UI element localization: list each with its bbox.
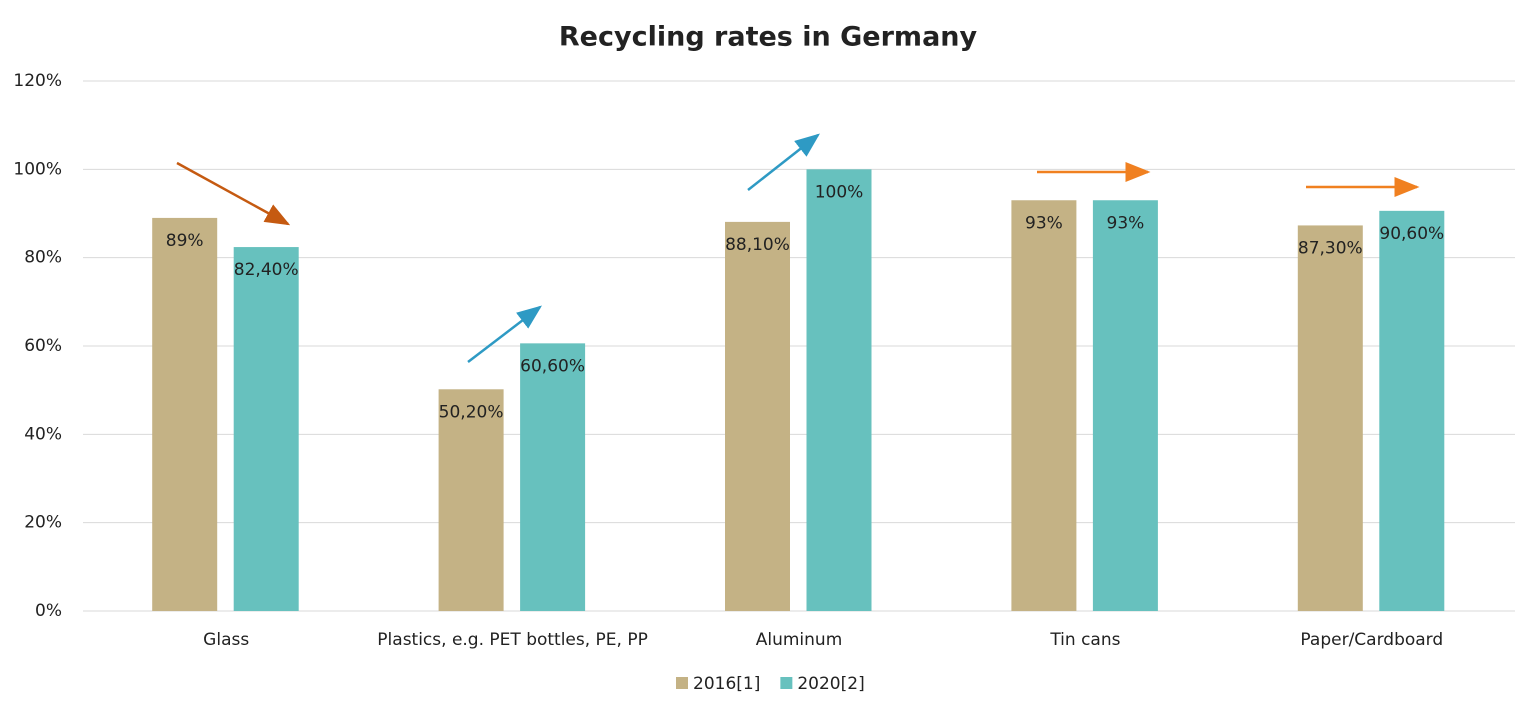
x-tick-label: Paper/Cardboard xyxy=(1300,630,1443,650)
legend-label: 2016[1] xyxy=(693,674,760,694)
y-tick-label: 40% xyxy=(24,424,62,444)
bar xyxy=(1297,225,1363,612)
bar xyxy=(1092,200,1158,611)
plot-area: 0% 20% 40% 60% 80% 100% 120% Glass 89% 82,40% Plas… xyxy=(13,71,1515,650)
x-tick-label: Tin cans xyxy=(1049,630,1120,650)
bar xyxy=(806,169,872,612)
value-label: 60,60% xyxy=(520,356,585,376)
value-label: 89% xyxy=(166,231,204,251)
bar xyxy=(725,221,790,611)
y-tick-label: 120% xyxy=(13,71,62,91)
y-tick-label: 0% xyxy=(35,601,62,621)
x-tick-label: Aluminum xyxy=(756,630,843,650)
legend-swatch xyxy=(676,677,688,689)
y-tick-label: 20% xyxy=(24,513,62,533)
legend-swatch xyxy=(780,677,793,689)
legend-label: 2020[2] xyxy=(797,674,864,694)
x-tick-label: Glass xyxy=(203,630,249,650)
bar xyxy=(152,217,218,611)
x-tick-label: Plastics, e.g. PET bottles, PE, PP xyxy=(377,630,648,650)
value-label: 90,60% xyxy=(1379,224,1444,244)
bar xyxy=(1011,200,1077,611)
value-label: 93% xyxy=(1107,213,1145,233)
y-tick-label: 100% xyxy=(13,159,62,179)
value-label: 100% xyxy=(815,182,864,202)
bar xyxy=(233,247,299,612)
trend-arrow xyxy=(176,161,291,226)
bar xyxy=(438,389,504,611)
value-label: 93% xyxy=(1025,213,1063,233)
value-label: 88,10% xyxy=(725,235,790,255)
trend-arrows xyxy=(176,133,1420,363)
y-tick-label: 60% xyxy=(24,336,62,356)
value-label: 50,20% xyxy=(439,402,504,422)
trend-arrow xyxy=(747,133,820,191)
y-tick-label: 80% xyxy=(24,248,62,268)
value-label: 87,30% xyxy=(1298,238,1363,258)
trend-arrow xyxy=(467,305,542,363)
legend: 2016[1] 2020[2] xyxy=(676,674,865,694)
value-label: 82,40% xyxy=(234,260,299,280)
bar xyxy=(1379,210,1445,611)
chart-title: Recycling rates in Germany xyxy=(559,22,978,53)
bar xyxy=(520,343,586,611)
